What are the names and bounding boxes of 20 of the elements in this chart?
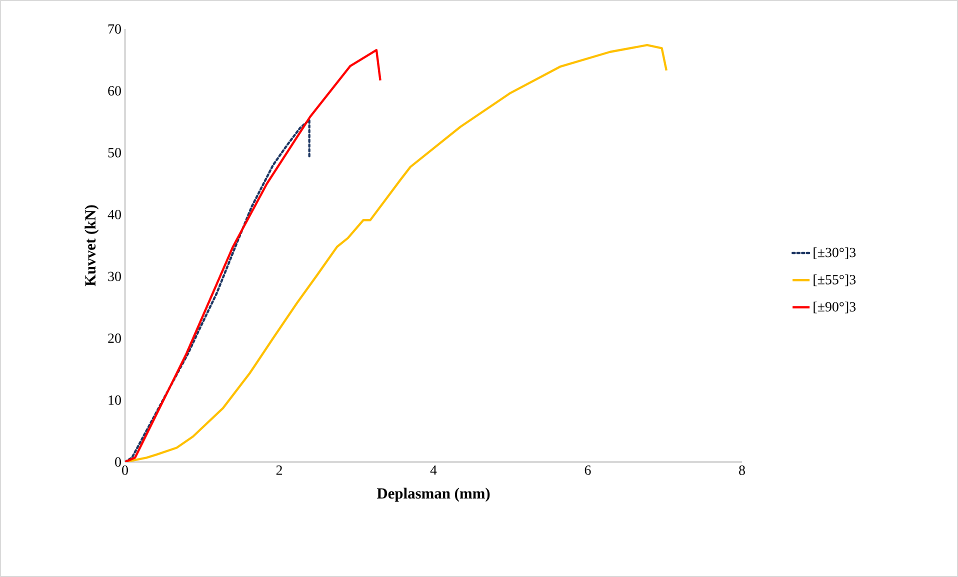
y-tick-label: 50 (108, 148, 121, 158)
x-tick-label: 6 (584, 466, 591, 475)
y-tick-label: 60 (108, 86, 121, 96)
y-axis-title: Kuvvet (kN) (84, 205, 99, 286)
y-tick-label: 70 (108, 24, 121, 34)
y-tick-label: 40 (108, 210, 121, 220)
x-tick-label: 2 (276, 466, 282, 475)
y-tick-label: 30 (108, 272, 121, 282)
x-tick-label: 0 (122, 466, 128, 475)
legend-label: [±55°]3 (814, 274, 856, 286)
legend-label: [±30°]3 (814, 247, 856, 259)
y-tick-label: 20 (108, 334, 121, 343)
line-series (125, 48, 382, 462)
y-tick-label: 10 (108, 395, 121, 405)
x-axis-title: Deplasman (mm) (376, 488, 490, 502)
y-tick-label: 0 (115, 457, 121, 467)
x-tick-label: 8 (739, 466, 745, 475)
line-series (125, 118, 310, 462)
legend-label: [±90°]3 (814, 302, 856, 314)
x-tick-label: 4 (430, 466, 437, 475)
